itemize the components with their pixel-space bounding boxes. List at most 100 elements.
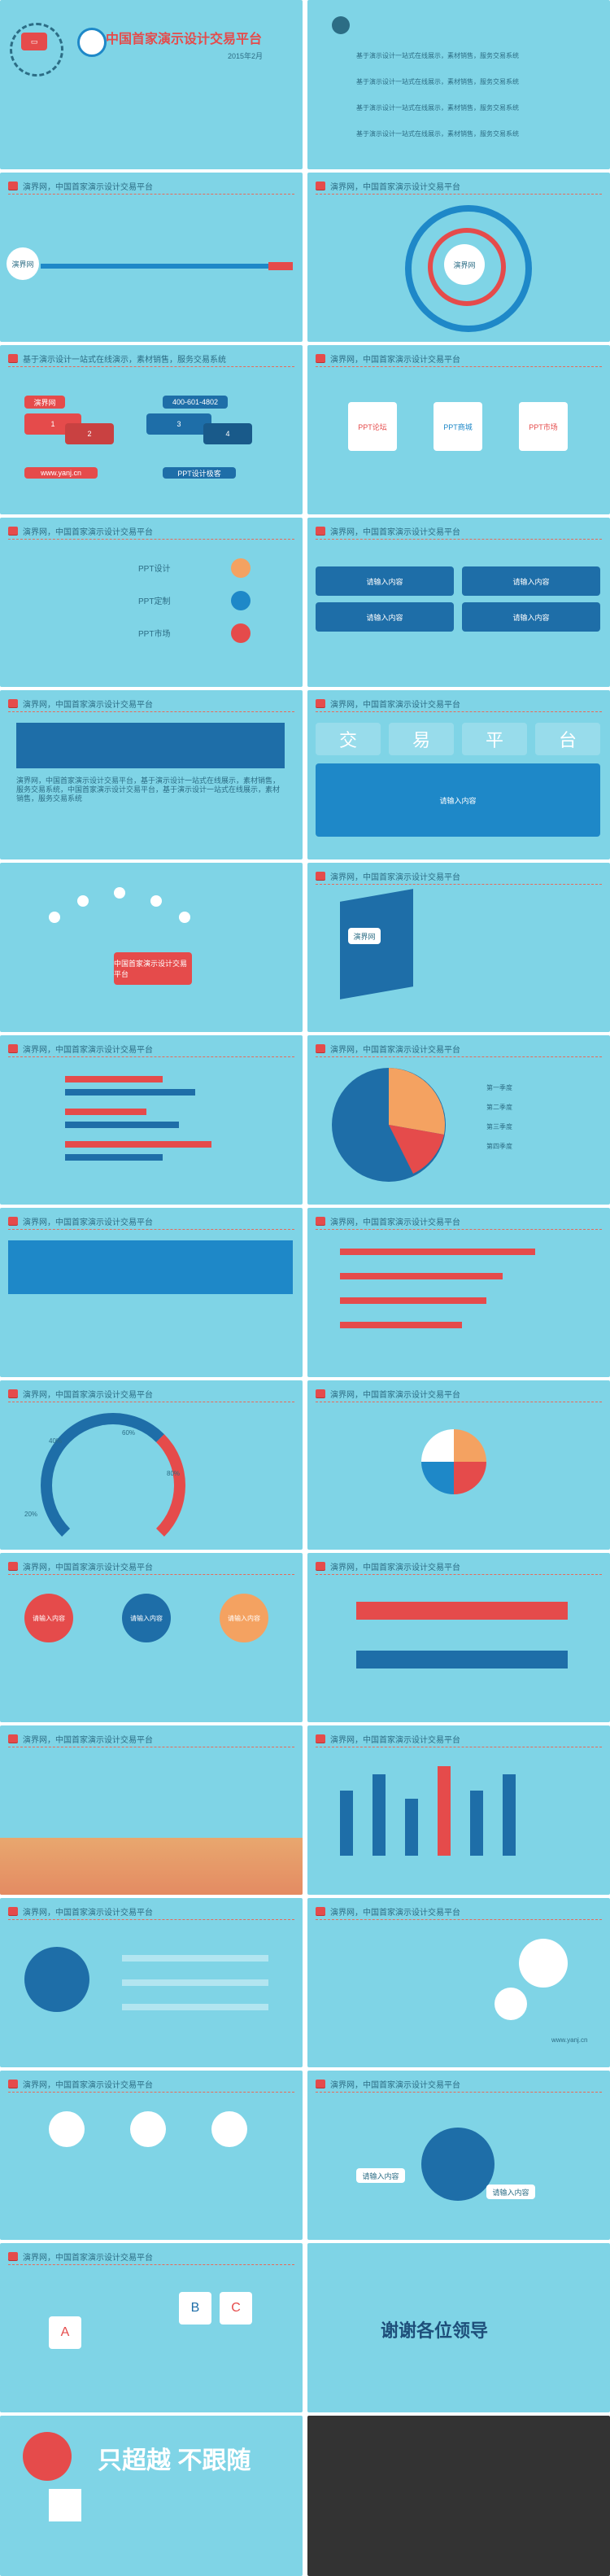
slide-14[interactable]: 演界网，中国首家演示设计交易平台 第一季度 第二季度 第三季度 第四季度 [307, 1035, 610, 1205]
card-left: 请输入内容 [356, 2168, 405, 2183]
slide-3[interactable]: 演界网，中国首家演示设计交易平台 演界网 [0, 173, 303, 342]
center-badge: 演界网 [444, 244, 485, 285]
info-panel: 请输入内容 [316, 763, 600, 837]
flag-icon [316, 1217, 325, 1225]
slide-21[interactable]: 演界网，中国首家演示设计交易平台 [0, 1725, 303, 1895]
pct-20: 20% [24, 1511, 38, 1518]
orbit-dot-3 [114, 887, 125, 899]
card-forum[interactable]: PPT论坛 [348, 402, 397, 451]
slide-13[interactable]: 演界网，中国首家演示设计交易平台 [0, 1035, 303, 1205]
slide-header: 演界网，中国首家演示设计交易平台 [8, 1559, 153, 1572]
slide-19[interactable]: 演界网，中国首家演示设计交易平台 请输入内容 请输入内容 请输入内容 [0, 1553, 303, 1722]
slide-15[interactable]: 演界网，中国首家演示设计交易平台 [0, 1208, 303, 1377]
slide-11[interactable]: 中国首家演示设计交易平台 [0, 863, 303, 1032]
flag-icon [316, 699, 325, 707]
photo-2 [130, 2111, 166, 2147]
slide-22[interactable]: 演界网，中国首家演示设计交易平台 [307, 1725, 610, 1895]
card-mall[interactable]: PPT商城 [434, 402, 482, 451]
slide-1[interactable]: ▭ 中国首家演示设计交易平台 2015年2月 [0, 0, 303, 169]
pie-slice-2 [389, 1125, 444, 1174]
slide-28[interactable]: 谢谢各位领导 [307, 2243, 610, 2412]
slide-4[interactable]: 演界网，中国首家演示设计交易平台 演界网 [307, 173, 610, 342]
ring-inner [428, 228, 506, 306]
slide-10[interactable]: 演界网，中国首家演示设计交易平台 交 易 平 台 请输入内容 [307, 690, 610, 859]
divider [316, 1056, 602, 1057]
qr-code [49, 2489, 81, 2521]
slide-header: 演界网，中国首家演示设计交易平台 [8, 1387, 153, 1400]
flag-icon [8, 1562, 18, 1570]
divider [8, 1574, 294, 1575]
cube-label: 演界网 [348, 928, 381, 944]
slide-header: 演界网，中国首家演示设计交易平台 [316, 1559, 460, 1572]
card-market[interactable]: PPT市场 [519, 402, 568, 451]
slide-header: 演界网，中国首家演示设计交易平台 [316, 179, 460, 192]
slide-12[interactable]: 演界网，中国首家演示设计交易平台 演界网 [307, 863, 610, 1032]
char-4: 台 [535, 723, 600, 755]
slide-title: 中国首家演示设计交易平台 [106, 33, 263, 46]
rocket-icon [23, 2432, 72, 2481]
row-market: PPT市场 [138, 630, 171, 639]
timeline [41, 264, 285, 269]
slide-5[interactable]: 基于演示设计一站式在线演示，素材销售，服务交易系统 演界网 1 2 400-60… [0, 345, 303, 514]
tagline-tag: PPT设计极客 [163, 467, 236, 479]
flag-icon [316, 1907, 325, 1915]
slide-header: 演界网，中国首家演示设计交易平台 [316, 1214, 460, 1227]
slide-23[interactable]: 演界网，中国首家演示设计交易平台 [0, 1898, 303, 2067]
center-card: 中国首家演示设计交易平台 [114, 952, 192, 985]
divider [316, 1229, 602, 1230]
divider [316, 539, 602, 540]
slide-6[interactable]: 演界网，中国首家演示设计交易平台 PPT论坛 PPT商城 PPT市场 [307, 345, 610, 514]
timeline-end [268, 262, 293, 270]
slide-29[interactable]: 只超越 不跟随 [0, 2416, 303, 2576]
orbit-dot-2 [77, 895, 89, 907]
pct-40: 40% [49, 1437, 63, 1445]
slide-26[interactable]: 演界网，中国首家演示设计交易平台 请输入内容 请输入内容 [307, 2071, 610, 2240]
globe [421, 2128, 495, 2201]
hbar-6 [65, 1154, 163, 1161]
hbar-5 [65, 1141, 211, 1148]
center-badge: 演界网 [7, 247, 39, 280]
dot [332, 16, 350, 34]
divider [316, 2092, 602, 2093]
text-line-3 [122, 2004, 268, 2010]
divider [8, 366, 294, 367]
item-2: 基于演示设计一站式在线展示，素材销售，服务交易系统 [356, 78, 519, 85]
divider [8, 1229, 294, 1230]
flag-icon [8, 1734, 18, 1743]
pct-80: 80% [167, 1470, 181, 1477]
slide-16[interactable]: 演界网，中国首家演示设计交易平台 [307, 1208, 610, 1377]
slide-header: 演界网，中国首家演示设计交易平台 [8, 1214, 153, 1227]
card-3: 请输入内容 [316, 602, 454, 632]
slide-date: 2015年2月 [228, 52, 264, 60]
vbar-1 [340, 1791, 353, 1856]
card-4: 请输入内容 [462, 602, 600, 632]
slide-20[interactable]: 演界网，中国首家演示设计交易平台 [307, 1553, 610, 1722]
slide-header: 演界网，中国首家演示设计交易平台 [316, 1042, 460, 1055]
slide-18[interactable]: 演界网，中国首家演示设计交易平台 [307, 1380, 610, 1550]
slide-25[interactable]: 演界网，中国首家演示设计交易平台 [0, 2071, 303, 2240]
slide-7[interactable]: 演界网，中国首家演示设计交易平台 PPT设计 PPT定制 PPT市场 [0, 518, 303, 687]
divider [316, 711, 602, 712]
photo-3 [211, 2111, 247, 2147]
divider [316, 1919, 602, 1920]
slide-2[interactable]: 基于演示设计一站式在线展示，素材销售，服务交易系统 基于演示设计一站式在线展示，… [307, 0, 610, 169]
slide-header: 演界网，中国首家演示设计交易平台 [316, 352, 460, 365]
slide-27[interactable]: 演界网，中国首家演示设计交易平台 A B C [0, 2243, 303, 2412]
flag-icon [8, 2252, 18, 2260]
slide-17[interactable]: 演界网，中国首家演示设计交易平台 20% 40% 60% 80% [0, 1380, 303, 1550]
item-3: 基于演示设计一站式在线展示，素材销售，服务交易系统 [356, 104, 519, 112]
circle-c: 请输入内容 [220, 1594, 268, 1642]
slide-9[interactable]: 演界网，中国首家演示设计交易平台 演界网，中国首家演示设计交易平台，基于演示设计… [0, 690, 303, 859]
dots-row-3 [340, 1297, 486, 1304]
slide-24[interactable]: 演界网，中国首家演示设计交易平台 www.yanj.cn [307, 1898, 610, 2067]
slide-8[interactable]: 演界网，中国首家演示设计交易平台 请输入内容 请输入内容 请输入内容 请输入内容 [307, 518, 610, 687]
divider [8, 2264, 294, 2265]
divider [8, 711, 294, 712]
vbar-6 [503, 1774, 516, 1856]
flag-icon [316, 2080, 325, 2088]
slide-header: 演界网，中国首家演示设计交易平台 [8, 1905, 153, 1918]
circle-b: 请输入内容 [122, 1594, 171, 1642]
divider [8, 539, 294, 540]
flag-icon [8, 354, 18, 362]
slide-header: 演界网，中国首家演示设计交易平台 [316, 1387, 460, 1400]
